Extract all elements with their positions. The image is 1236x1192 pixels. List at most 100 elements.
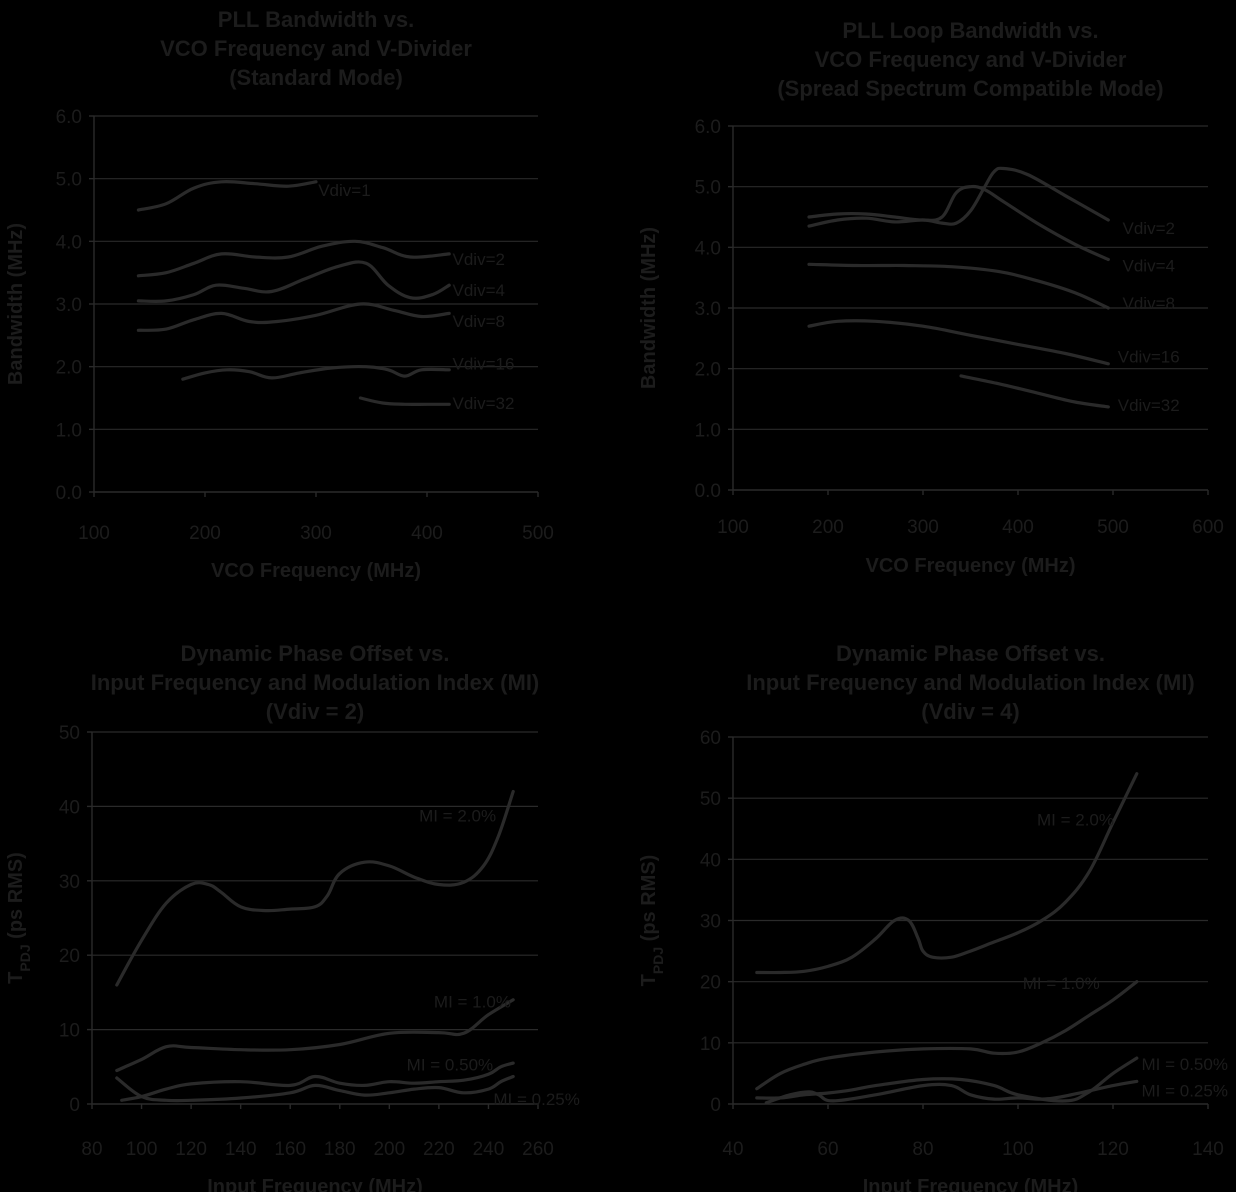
x-tick-label: 60 xyxy=(817,1139,838,1160)
y-axis-title: Bandwidth (MHz) xyxy=(5,223,27,385)
series-line-mi-1-0 xyxy=(755,980,1139,1091)
series-label-mi-1-0: MI = 1.0% xyxy=(434,992,511,1011)
y-tick-label: 40 xyxy=(700,850,721,871)
series-label-mi-0-50: MI = 0.50% xyxy=(1142,1055,1228,1074)
chart-title-line-2: Input Frequency and Modulation Index (MI… xyxy=(746,670,1195,695)
y-tick-label: 40 xyxy=(59,797,80,818)
series-line-mi-1-0 xyxy=(115,998,515,1073)
x-tick-label: 160 xyxy=(274,1139,306,1160)
chart-title-line-1: PLL Loop Bandwidth vs. xyxy=(842,18,1098,43)
y-tick-label: 3.0 xyxy=(56,295,82,316)
y-tick-label: 60 xyxy=(700,728,721,749)
series-label-mi-0-50: MI = 0.50% xyxy=(407,1056,493,1075)
x-axis-title: VCO Frequency (MHz) xyxy=(211,560,421,582)
y-tick-label: 10 xyxy=(59,1021,80,1042)
chart-dynamic-phase-offset-vdiv4: Dynamic Phase Offset vs. Input Frequency … xyxy=(618,596,1236,1192)
chart-title-line-2: VCO Frequency and V-Divider xyxy=(160,36,472,61)
x-tick-label: 220 xyxy=(423,1139,455,1160)
series-label-mi-0-25: MI = 0.25% xyxy=(493,1090,579,1109)
x-tick-label: 400 xyxy=(411,523,443,544)
series-line-mi-0-25 xyxy=(764,1079,1139,1105)
series-label-vdiv-2: Vdiv=2 xyxy=(453,250,505,269)
y-axis-title: Bandwidth (MHz) xyxy=(638,227,660,389)
y-tick-label: 0 xyxy=(69,1095,80,1116)
series-line-vdiv-2 xyxy=(807,166,1110,228)
chart-title-line-1: PLL Bandwidth vs. xyxy=(218,7,414,32)
x-tick-label: 200 xyxy=(812,517,844,538)
x-tick-label: 300 xyxy=(300,523,332,544)
y-tick-label: 30 xyxy=(700,912,721,933)
series-line-vdiv-8 xyxy=(807,262,1110,310)
series-label-vdiv-16: Vdiv=16 xyxy=(453,355,515,374)
series-label-vdiv-4: Vdiv=4 xyxy=(453,281,505,300)
x-axis-title: VCO Frequency (MHz) xyxy=(865,555,1075,577)
series-line-mi-2-0 xyxy=(115,789,515,987)
chart-title-line-3: (Vdiv = 4) xyxy=(921,699,1019,724)
series-label-vdiv-32: Vdiv=32 xyxy=(453,394,515,413)
x-tick-label: 140 xyxy=(1192,1139,1224,1160)
chart-title-line-3: (Vdiv = 2) xyxy=(266,699,364,724)
series-label-vdiv-8: Vdiv=8 xyxy=(453,312,505,331)
chart-title-line-3: (Spread Spectrum Compatible Mode) xyxy=(777,76,1163,101)
y-tick-label: 0 xyxy=(710,1095,721,1116)
y-tick-label: 10 xyxy=(700,1034,721,1055)
y-tick-label: 0.0 xyxy=(695,481,721,502)
series-label-mi-2-0: MI = 2.0% xyxy=(419,806,496,825)
x-tick-label: 500 xyxy=(1097,517,1129,538)
x-tick-label: 120 xyxy=(175,1139,207,1160)
series-line-vdiv-16 xyxy=(181,364,451,381)
y-tick-label: 0.0 xyxy=(56,483,82,504)
series-label-mi-1-0: MI = 1.0% xyxy=(1023,974,1100,993)
x-tick-label: 260 xyxy=(522,1139,554,1160)
x-tick-label: 40 xyxy=(722,1139,743,1160)
y-tick-label: 20 xyxy=(700,973,721,994)
series-line-vdiv-4 xyxy=(136,260,451,303)
series-line-vdiv-32 xyxy=(959,374,1110,409)
y-tick-label: 5.0 xyxy=(695,178,721,199)
x-tick-label: 140 xyxy=(225,1139,257,1160)
x-tick-label: 180 xyxy=(324,1139,356,1160)
series-label-vdiv-4: Vdiv=4 xyxy=(1123,257,1175,276)
chart-title-line-3: (Standard Mode) xyxy=(229,65,403,90)
chart-svg-1: PLL Loop Bandwidth vs. VCO Frequency and … xyxy=(638,18,1224,577)
series-line-vdiv-8 xyxy=(136,302,451,332)
x-tick-label: 120 xyxy=(1097,1139,1129,1160)
y-tick-label: 4.0 xyxy=(56,232,82,253)
series-line-vdiv-1 xyxy=(136,180,318,212)
y-tick-label: 30 xyxy=(59,872,80,893)
x-tick-label: 200 xyxy=(189,523,221,544)
chart-svg-3: Dynamic Phase Offset vs. Input Frequency … xyxy=(638,641,1228,1192)
x-tick-label: 400 xyxy=(1002,517,1034,538)
y-tick-label: 50 xyxy=(59,723,80,744)
y-tick-label: 1.0 xyxy=(695,420,721,441)
series-line-mi-0-50 xyxy=(115,1074,515,1103)
series-label-vdiv-8: Vdiv=8 xyxy=(1123,294,1175,313)
x-axis-title: Input Frequency (MHz) xyxy=(207,1176,423,1192)
y-tick-label: 6.0 xyxy=(695,117,721,138)
x-tick-label: 100 xyxy=(1002,1139,1034,1160)
series-line-mi-0-25 xyxy=(120,1061,515,1102)
series-line-vdiv-4 xyxy=(807,184,1110,262)
chart-pll-bandwidth-spread-spectrum: PLL Loop Bandwidth vs. VCO Frequency and … xyxy=(618,0,1236,596)
series-line-mi-0-50 xyxy=(755,1056,1139,1103)
y-tick-label: 1.0 xyxy=(56,420,82,441)
y-tick-label: 2.0 xyxy=(695,360,721,381)
series-line-vdiv-16 xyxy=(807,319,1110,366)
series-line-vdiv-2 xyxy=(136,239,451,278)
y-axis-title: TPDJ (ps RMS) xyxy=(638,855,666,987)
series-label-vdiv-16: Vdiv=16 xyxy=(1118,348,1180,367)
x-tick-label: 200 xyxy=(373,1139,405,1160)
y-axis-title: TPDJ (ps RMS) xyxy=(5,852,33,984)
y-tick-label: 3.0 xyxy=(695,299,721,320)
y-tick-label: 4.0 xyxy=(695,238,721,259)
chart-title-line-2: VCO Frequency and V-Divider xyxy=(815,47,1127,72)
x-tick-label: 100 xyxy=(78,523,110,544)
series-line-vdiv-32 xyxy=(358,396,451,406)
x-axis-title: Input Frequency (MHz) xyxy=(863,1176,1079,1192)
chart-title-line-1: Dynamic Phase Offset vs. xyxy=(836,641,1105,666)
series-label-vdiv-2: Vdiv=2 xyxy=(1123,219,1175,238)
x-tick-label: 300 xyxy=(907,517,939,538)
chart-dynamic-phase-offset-vdiv2: Dynamic Phase Offset vs. Input Frequency … xyxy=(0,596,618,1192)
chart-pll-bandwidth-standard: PLL Bandwidth vs. VCO Frequency and V-Div… xyxy=(0,0,618,596)
x-tick-label: 80 xyxy=(912,1139,933,1160)
